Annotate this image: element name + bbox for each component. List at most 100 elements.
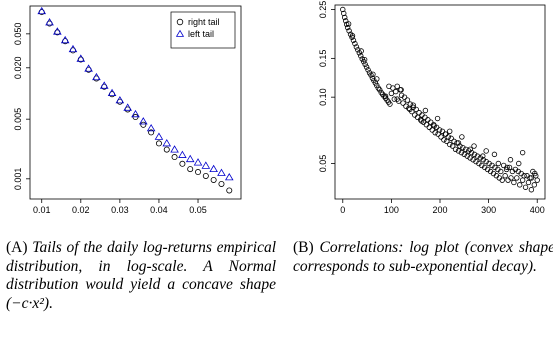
correlation-point: [345, 21, 352, 27]
right-tail-point: [140, 121, 147, 128]
x-tick-label: 0.04: [150, 205, 168, 215]
y-tick-label: 0.25: [318, 1, 328, 19]
correlation-point: [394, 83, 400, 90]
correlation-point: [447, 141, 453, 148]
x-tick-label: 0: [340, 205, 345, 215]
correlation-point: [457, 143, 463, 149]
right-tail-point: [226, 187, 233, 194]
correlation-point: [438, 134, 444, 140]
correlation-point: [471, 143, 477, 149]
correlation-point: [401, 94, 408, 100]
correlation-point: [377, 87, 383, 93]
correlation-point: [422, 107, 429, 114]
correlation-point: [483, 148, 489, 154]
chart-correlations: 0 100 200 300 400 0.05 0.10 0.15 0.25: [318, 1, 546, 215]
correlation-point: [528, 175, 535, 181]
caption-correlations: (B) Correlations: log plot (convex shape…: [293, 239, 553, 276]
correlation-point: [522, 184, 529, 190]
x-tick-label: 200: [432, 205, 447, 215]
correlation-point: [374, 76, 380, 82]
correlation-point: [359, 56, 365, 62]
correlation-point: [458, 149, 465, 156]
correlation-point: [449, 143, 456, 149]
x-tick-label: 300: [481, 205, 496, 215]
correlation-point: [353, 44, 360, 50]
correlation-point: [460, 144, 466, 151]
left-tail-point: [123, 103, 132, 111]
correlation-point: [386, 83, 392, 90]
correlation-point: [507, 157, 514, 163]
x-tick-label: 0.01: [33, 205, 51, 215]
correlation-point: [443, 131, 449, 137]
correlation-point: [374, 82, 380, 89]
correlation-point: [467, 146, 473, 152]
correlation-point: [511, 179, 517, 186]
correlation-point: [439, 128, 446, 134]
left-tail-point: [154, 132, 164, 140]
correlation-point: [517, 182, 523, 188]
y-tick-label: 0.05: [318, 155, 328, 173]
legend-marker-circle: [176, 18, 184, 26]
right-tail-point: [195, 169, 202, 176]
left-tail-point: [45, 18, 54, 26]
correlation-point: [474, 153, 481, 159]
correlation-point: [393, 88, 399, 95]
left-tail-point: [60, 35, 70, 44]
y-tick-label: 0.020: [13, 57, 23, 80]
correlation-point: [413, 106, 419, 113]
left-tail-point: [193, 158, 203, 166]
correlation-point: [428, 119, 434, 125]
correlation-point: [464, 153, 470, 159]
right-tail-point: [171, 154, 178, 161]
correlation-point: [447, 128, 453, 134]
legend-label: right tail: [188, 17, 220, 27]
caption-tails: (A) Tails of the daily log-returns empir…: [6, 239, 276, 313]
caption-tag: (A): [6, 239, 28, 256]
correlation-point: [471, 151, 478, 158]
left-tail-point: [53, 27, 62, 35]
chart-tails: 0.01 0.02 0.03 0.04 0.05 0.001 0.005 0.020 0.050…: [13, 5, 242, 215]
correlation-point: [455, 140, 462, 146]
correlation-point: [436, 127, 443, 133]
correlation-point: [528, 187, 535, 193]
right-tail-point: [163, 146, 170, 153]
caption-tag: (B): [293, 239, 314, 256]
right-tail-point: [187, 166, 194, 173]
correlation-point: [431, 123, 437, 129]
y-tick-label: 0.10: [318, 88, 328, 106]
correlation-point: [434, 115, 441, 122]
correlation-point: [516, 160, 522, 167]
caption-text: Correlations: log plot (convex shape cor…: [293, 239, 553, 275]
correlation-point: [441, 137, 447, 143]
correlation-point: [426, 124, 433, 130]
correlation-point: [349, 33, 356, 39]
left-tail-point: [84, 64, 93, 72]
legend-box: [170, 11, 236, 49]
correlation-point: [532, 170, 538, 177]
correlation-point: [454, 140, 460, 146]
right-tail-point: [218, 180, 225, 187]
correlation-point: [400, 100, 406, 106]
correlation-point: [423, 121, 430, 128]
correlation-point: [394, 96, 400, 102]
correlation-point: [504, 164, 510, 171]
correlation-point: [531, 182, 538, 188]
correlation-point: [418, 118, 425, 124]
y-tick-label: 0.050: [13, 23, 23, 46]
right-tail-point: [148, 129, 155, 136]
x-tick-label: 0.02: [72, 205, 90, 215]
left-tail-point: [107, 88, 117, 97]
left-tail-point: [217, 168, 226, 176]
legend-label: left tail: [188, 29, 214, 39]
correlation-point: [448, 135, 454, 142]
left-tail-point: [99, 81, 109, 89]
left-tail-point: [92, 72, 101, 81]
correlation-point: [519, 177, 526, 183]
legend-marker-triangle: [175, 29, 185, 37]
x-tick-label: 400: [530, 205, 545, 215]
correlation-point: [461, 151, 468, 158]
correlation-point: [355, 47, 361, 53]
correlation-point: [455, 148, 462, 154]
correlation-point: [432, 129, 438, 136]
